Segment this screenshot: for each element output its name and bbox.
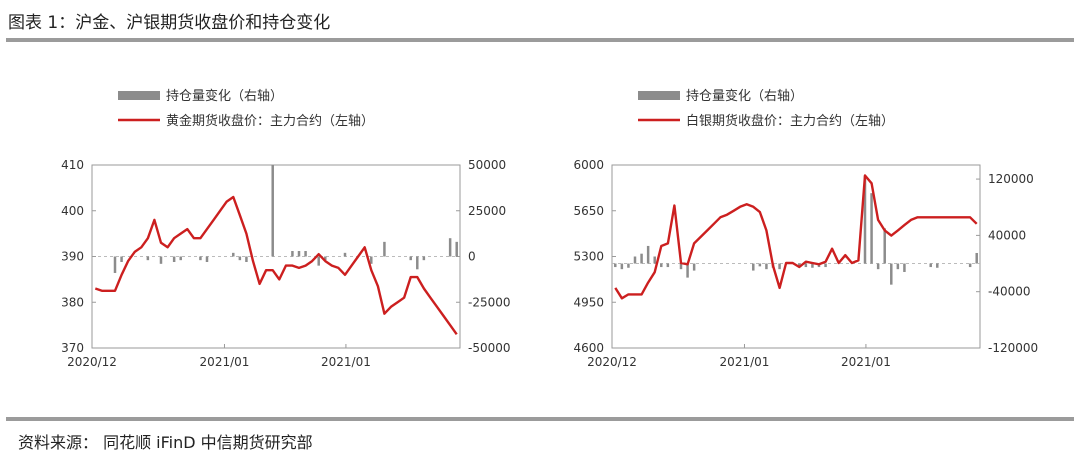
oi-bar [199, 256, 202, 261]
silver-chart: 持仓量变化（右轴） 白银期货收盘价：主力合约（左轴） 4600 4950 5300 565… [573, 88, 1038, 369]
right-tick-label: -120000 [988, 341, 1038, 355]
figure-title: 图表 1：沪金、沪银期货收盘价和持仓变化 [8, 13, 331, 33]
oi-bar [416, 256, 419, 270]
oi-bar [765, 263, 768, 270]
oi-bar [968, 263, 972, 268]
oi-bar [660, 263, 663, 268]
source-note: 资料来源： 同花顺 iFinD 中信期货研究部 [18, 433, 313, 452]
left-tick-label: 410 [61, 158, 84, 172]
right-tick-label: 25000 [468, 204, 506, 218]
legend-bar-label: 持仓量变化（右轴） [686, 88, 803, 104]
x-tick-label: 2021/01 [720, 355, 770, 369]
oi-bar [811, 263, 814, 268]
oi-bar [824, 263, 827, 268]
oi-bar [455, 241, 458, 257]
oi-bar [370, 256, 373, 264]
oi-bar [975, 252, 978, 264]
oi-bar [633, 256, 637, 264]
left-tick-label: 370 [61, 341, 84, 355]
oi-bar [758, 263, 762, 267]
x-tick-label: 2021/01 [841, 355, 891, 369]
right-tick-label: 40000 [988, 228, 1026, 242]
oi-bar [271, 165, 274, 257]
x-tick-label: 2020/12 [587, 355, 637, 369]
oi-bar [679, 263, 683, 270]
oi-bar [640, 253, 643, 264]
right-tick-label: 120000 [988, 172, 1034, 186]
oi-bar [172, 256, 176, 262]
oi-bar [653, 256, 656, 264]
left-tick-label: 390 [61, 250, 84, 264]
legend: 持仓量变化（右轴） 白银期货收盘价：主力合约（左轴） [638, 88, 894, 129]
left-tick-label: 4600 [573, 341, 604, 355]
oi-bar [146, 256, 150, 261]
right-tick-label: -25000 [468, 295, 511, 309]
price-line [614, 174, 978, 300]
left-tick-label: 5300 [573, 250, 604, 264]
oi-bar [870, 193, 873, 264]
oi-bar [159, 256, 163, 264]
oi-bar [614, 263, 617, 268]
plot-frame [611, 164, 981, 349]
oi-bar [324, 256, 327, 261]
oi-bar [304, 251, 307, 257]
oi-bar [666, 263, 670, 268]
oi-bar [936, 263, 939, 268]
oi-bar [863, 175, 867, 264]
right-tick-label: -50000 [468, 341, 511, 355]
oi-bar [205, 256, 209, 262]
oi-bar [113, 256, 117, 273]
oi-bar [627, 263, 630, 268]
right-tick-label: 50000 [468, 158, 506, 172]
oi-bar [876, 263, 880, 270]
oi-bar [120, 256, 123, 262]
left-tick-label: 5650 [573, 204, 604, 218]
legend-bar-label: 持仓量变化（右轴） [166, 88, 283, 104]
right-tick-label: 0 [468, 250, 476, 264]
oi-bar [409, 256, 412, 261]
left-tick-label: 380 [61, 295, 84, 309]
oi-bar [383, 241, 386, 257]
oi-bar [317, 256, 320, 266]
oi-bar [291, 251, 294, 257]
oi-bar [929, 263, 932, 268]
left-tick-label: 6000 [573, 158, 604, 172]
oi-bar [804, 263, 808, 268]
left-tick-label: 4950 [573, 295, 604, 309]
price-line [94, 195, 458, 335]
legend-bar-swatch [118, 91, 160, 100]
oi-bar [752, 263, 755, 271]
oi-bar [890, 263, 893, 285]
legend-line-label: 黄金期货收盘价：主力合约（左轴） [166, 113, 374, 129]
oi-bar [692, 263, 696, 271]
oi-bar [343, 252, 347, 257]
x-tick-label: 2020/12 [67, 355, 117, 369]
left-tick-label: 400 [61, 204, 84, 218]
oi-bar [646, 245, 650, 264]
oi-bar [422, 256, 426, 261]
oi-bar [232, 252, 235, 257]
oi-bar [297, 251, 301, 257]
oi-bar [686, 263, 689, 278]
legend: 持仓量变化（右轴） 黄金期货收盘价：主力合约（左轴） [118, 88, 374, 129]
right-tick-label: -40000 [988, 285, 1031, 299]
x-tick-label: 2021/01 [321, 355, 371, 369]
legend-bar-swatch [638, 91, 680, 100]
top-rule [6, 38, 1074, 42]
legend-line-label: 白银期货收盘价：主力合约（左轴） [686, 113, 894, 129]
oi-bar [448, 238, 452, 257]
oi-bar [245, 256, 248, 262]
oi-bar [238, 256, 242, 261]
gold-chart: 持仓量变化（右轴） 黄金期货收盘价：主力合约（左轴） 370 380 390 400 410… [61, 88, 511, 369]
oi-bar [620, 263, 624, 270]
bottom-rule [6, 417, 1074, 421]
oi-bar [903, 263, 906, 272]
oi-bar [896, 263, 900, 270]
oi-bar [798, 263, 801, 268]
oi-bar [179, 256, 182, 261]
oi-bar [778, 263, 781, 270]
x-tick-label: 2021/01 [200, 355, 250, 369]
oi-bar [883, 228, 886, 264]
